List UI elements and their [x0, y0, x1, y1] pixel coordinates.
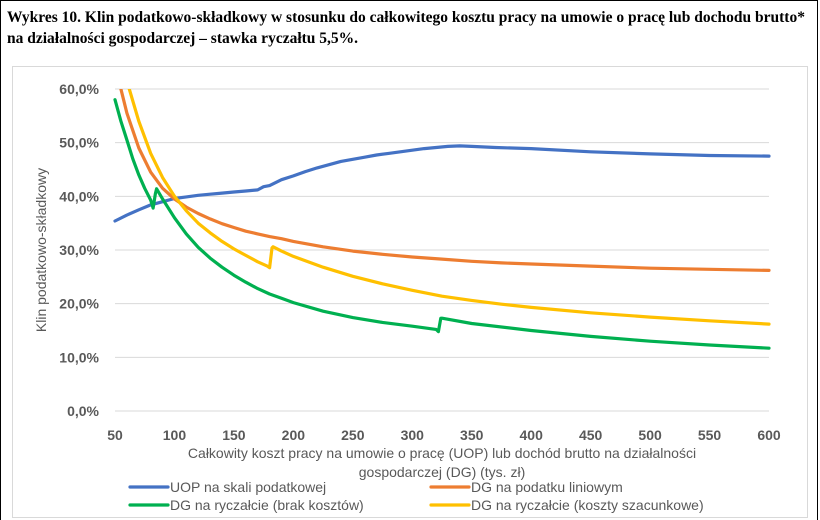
y-tick-label: 10,0%	[59, 349, 99, 365]
y-tick-label: 40,0%	[59, 188, 99, 204]
x-tick-label: 300	[401, 427, 425, 443]
legend-label-4: DG na ryczałcie (koszty szacunkowe)	[471, 497, 704, 513]
y-tick-label: 60,0%	[59, 81, 99, 97]
figure-caption: Wykres 10. Klin podatkowo-składkowy w st…	[7, 9, 805, 47]
x-tick-label: 50	[107, 427, 123, 443]
x-axis-title-line2: gospodarczej (DG) (tys. zł)	[359, 464, 525, 480]
x-tick-label: 500	[638, 427, 662, 443]
series-lines	[113, 89, 771, 350]
caption-box: Wykres 10. Klin podatkowo-składkowy w st…	[0, 0, 818, 55]
x-axis-title-line1: Całkowity koszt pracy na umowie o pracę …	[188, 445, 696, 461]
chart-frame	[12, 66, 808, 518]
y-axis-title: Klin podatkowo-składkowy	[33, 168, 49, 332]
y-tick-label: 0,0%	[67, 403, 99, 419]
legend-label-3: DG na ryczałcie (brak kosztów)	[170, 497, 364, 513]
x-tick-label: 600	[757, 427, 781, 443]
x-tick-label: 250	[341, 427, 365, 443]
series-line-3	[113, 98, 771, 350]
series-line-4	[127, 89, 771, 326]
y-tick-label: 50,0%	[59, 135, 99, 151]
y-tick-label: 30,0%	[59, 242, 99, 258]
x-tick-label: 400	[520, 427, 544, 443]
x-tick-label: 350	[460, 427, 484, 443]
y-tick-label: 20,0%	[59, 296, 99, 312]
legend-label-1: UOP na skali podatkowej	[170, 479, 326, 495]
legend-label-2: DG na podatku liniowym	[471, 479, 623, 495]
x-tick-label: 100	[163, 427, 187, 443]
x-tick-label: 200	[282, 427, 306, 443]
series-line-1	[113, 144, 771, 223]
x-tick-label: 450	[579, 427, 603, 443]
outer-border	[0, 55, 818, 520]
x-tick-label: 550	[698, 427, 722, 443]
x-tick-label: 150	[222, 427, 246, 443]
series-line-2	[119, 89, 771, 272]
